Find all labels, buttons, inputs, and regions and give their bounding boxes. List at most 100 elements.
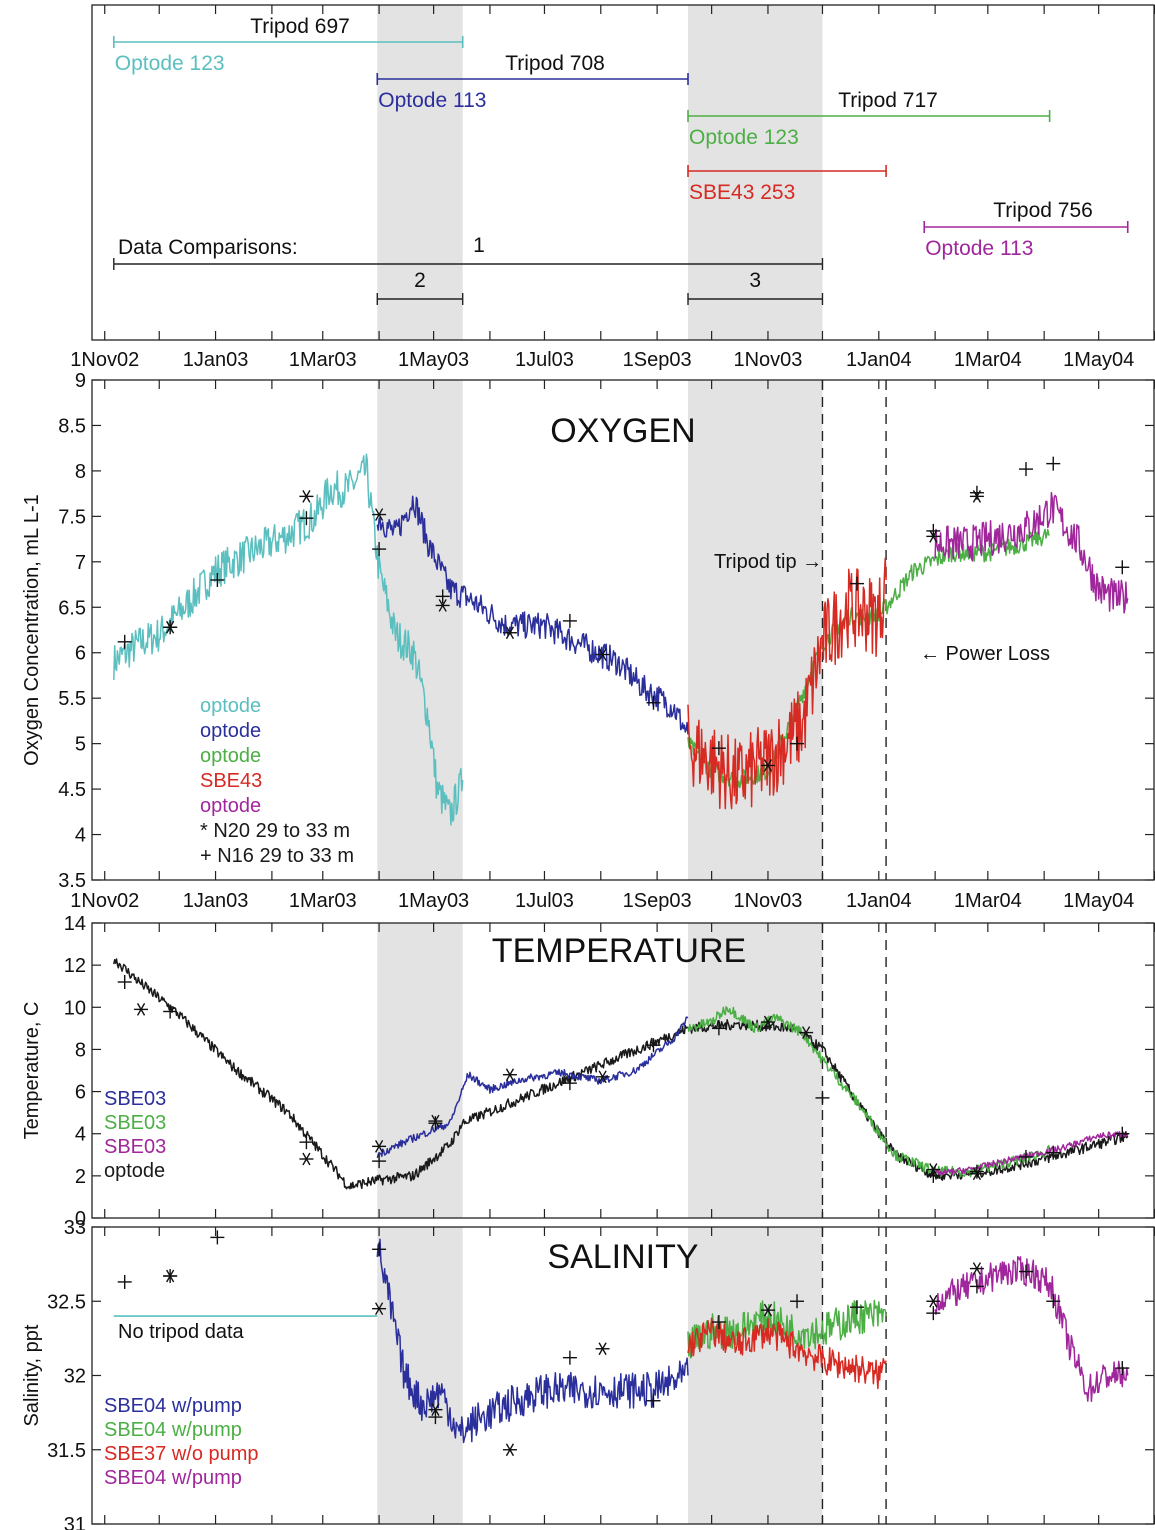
marker-star-n20 xyxy=(435,599,450,612)
marker-stroke xyxy=(972,1167,982,1181)
marker-stroke xyxy=(431,1403,440,1417)
sensor-label: Optode 113 xyxy=(378,89,486,112)
marker-star-n20 xyxy=(299,490,314,503)
y-tick-label: 4.5 xyxy=(58,779,86,801)
x-tick-label: 1Jul03 xyxy=(515,890,574,912)
y-axis-label: Temperature, C xyxy=(21,1002,43,1140)
marker-stroke xyxy=(763,1015,773,1029)
marker-star-n20 xyxy=(926,530,941,543)
legend-entry: SBE04 w/pump xyxy=(104,1395,242,1417)
legend-entry: SBE03 xyxy=(104,1112,166,1134)
marker-star-n20 xyxy=(428,1114,443,1128)
marker-plus-n16 xyxy=(1115,1126,1130,1141)
y-tick-label: 14 xyxy=(64,913,86,935)
comparison-shading xyxy=(688,380,823,880)
y-tick-label: 6.5 xyxy=(58,597,86,619)
marker-plus-n16 xyxy=(428,1116,443,1131)
x-tick-label: 1May03 xyxy=(398,890,469,912)
marker-star-n20 xyxy=(163,620,178,634)
marker-stroke xyxy=(505,1068,515,1082)
marker-star-n20 xyxy=(926,1163,941,1176)
marker-star-n20 xyxy=(760,1303,775,1317)
legend-entry: SBE37 w/o pump xyxy=(104,1443,259,1465)
marker-stroke xyxy=(929,1294,938,1308)
x-tick-label: 1May04 xyxy=(1063,890,1134,912)
marker-stroke xyxy=(374,1140,384,1153)
legend-entry: optode xyxy=(200,695,261,717)
legend-entry: SBE03 xyxy=(104,1136,166,1158)
marker-plus-n16 xyxy=(790,736,805,751)
legend-entry: * N20 29 to 33 m xyxy=(200,820,350,842)
y-tick-label: 6 xyxy=(75,1082,86,1104)
marker-plus-n16 xyxy=(790,1294,805,1309)
y-tick-label: 5 xyxy=(75,734,86,756)
x-tick-label: 1Jan04 xyxy=(846,890,912,912)
marker-plus-n16 xyxy=(372,1154,387,1169)
panel-frame xyxy=(91,379,1155,881)
legend-entry: optode xyxy=(200,720,261,742)
comparison-shading xyxy=(688,923,823,1218)
marker-star-n20 xyxy=(163,1269,178,1283)
x-tick-label: 1Jan03 xyxy=(183,349,249,371)
y-tick-label: 32 xyxy=(64,1366,86,1388)
y-tick-label: 7.5 xyxy=(58,506,86,528)
series-sbe03-1 xyxy=(376,1016,689,1159)
marker-plus-n16 xyxy=(117,975,132,989)
y-tick-label: 2 xyxy=(75,1166,86,1188)
y-tick-label: 9 xyxy=(75,370,86,392)
marker-star-n20 xyxy=(372,508,387,521)
marker-plus-n16 xyxy=(815,1090,830,1105)
y-tick-label: 32.5 xyxy=(47,1291,86,1313)
marker-plus-n16 xyxy=(711,741,726,756)
marker-plus-n16 xyxy=(562,613,577,628)
marker-plus-n16 xyxy=(117,1274,132,1289)
marker-star-n20 xyxy=(799,1026,814,1039)
marker-stroke xyxy=(802,1026,811,1039)
y-tick-label: 12 xyxy=(64,955,86,977)
marker-star-n20 xyxy=(969,490,984,503)
marker-star-n20 xyxy=(760,759,775,772)
panel-title: SALINITY xyxy=(547,1238,698,1276)
comparison-number: 1 xyxy=(473,234,485,257)
legend-entry: optode xyxy=(104,1160,165,1182)
tripod-label: Tripod 756 xyxy=(993,199,1093,222)
y-tick-label: 10 xyxy=(64,997,86,1019)
marker-plus-n16 xyxy=(210,573,225,587)
no-data-label: No tripod data xyxy=(118,1321,245,1343)
comparison-number: 3 xyxy=(749,269,761,292)
plot-area xyxy=(92,5,1154,340)
marker-plus-n16 xyxy=(210,1230,225,1245)
comparison-shading xyxy=(688,1227,823,1524)
marker-plus-n16 xyxy=(646,1393,661,1408)
marker-plus-n16 xyxy=(1018,462,1033,477)
marker-star-n20 xyxy=(595,1342,610,1356)
series-sbe04-w-pump-0 xyxy=(376,1238,689,1444)
marker-stroke xyxy=(505,1443,515,1457)
marker-stroke xyxy=(438,599,447,612)
marker-plus-n16 xyxy=(646,1038,661,1053)
marker-star-n20 xyxy=(502,1068,517,1082)
marker-star-n20 xyxy=(926,1294,941,1308)
legend-entry: optode xyxy=(200,745,261,767)
marker-star-n20 xyxy=(969,1167,984,1181)
legend-entry: SBE03 xyxy=(104,1088,166,1110)
series-optode-1 xyxy=(376,495,689,735)
marker-star-n20 xyxy=(595,1070,610,1084)
panel-title: OXYGEN xyxy=(550,412,695,450)
panel-frame xyxy=(91,4,1155,341)
marker-plus-n16 xyxy=(646,695,661,710)
x-tick-label: 1Mar04 xyxy=(954,890,1022,912)
y-tick-label: 3.5 xyxy=(58,870,86,892)
series-optode-4 xyxy=(934,491,1129,614)
y-tick-label: 8.5 xyxy=(58,415,86,437)
legend-entry: SBE43 xyxy=(200,770,262,792)
marker-plus-n16 xyxy=(117,634,132,649)
x-tick-label: 1Nov02 xyxy=(70,349,139,371)
comparison-number: 2 xyxy=(414,269,426,292)
sensor-label: Optode 123 xyxy=(115,52,225,75)
comparison-shading xyxy=(688,5,823,340)
marker-plus-n16 xyxy=(1115,1361,1130,1376)
marker-plus-n16 xyxy=(299,1135,314,1150)
marker-plus-n16 xyxy=(1018,1149,1033,1164)
x-tick-label: 1Mar04 xyxy=(954,349,1022,371)
